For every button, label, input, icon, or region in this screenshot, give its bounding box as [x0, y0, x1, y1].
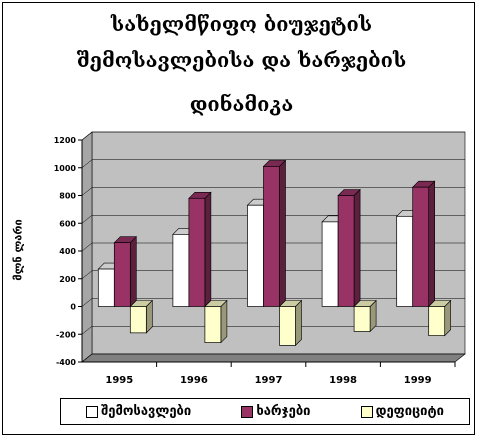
bar-expenses-1997 [263, 166, 280, 307]
legend-item-revenue: შემოსავლები [86, 404, 191, 419]
legend-label-deficit: დეფიციტი [375, 404, 444, 419]
x-tick-label-1998: 1998 [329, 375, 357, 386]
gridline-side [81, 326, 93, 335]
chart-title-line-1: სახელმწიფო ბიუჯეტის [110, 12, 373, 36]
plot-floor [81, 353, 466, 363]
bar-side-expenses-1995 [130, 235, 137, 308]
bar-revenue-1997 [247, 204, 264, 307]
x-tick-label-1995: 1995 [105, 375, 133, 386]
bar-deficit-1996 [204, 306, 222, 343]
y-tick-label: -200 [56, 330, 76, 339]
bar-revenue-1996 [172, 234, 190, 307]
gridline-side [81, 187, 93, 196]
y-tick-label: 1000 [54, 164, 77, 173]
y-tick-label: 1200 [54, 136, 77, 145]
gridline-side [81, 298, 93, 307]
bar-side-expenses-1997 [279, 159, 286, 308]
legend-label-expenses: ხარჯები [256, 404, 311, 419]
bar-deficit-1999 [428, 306, 446, 336]
bar-expenses-1995 [113, 242, 131, 307]
gridline-side [81, 159, 93, 168]
bar-side-expenses-1999 [428, 180, 436, 308]
gridline-side [81, 353, 93, 363]
bar-side-expenses-1998 [353, 188, 361, 308]
legend-swatch-revenue [86, 405, 99, 418]
legend-swatch-deficit [360, 405, 373, 418]
legend-item-expenses: ხარჯები [241, 404, 310, 419]
legend-item-deficit: დეფიციტი [360, 404, 444, 419]
bar-expenses-1999 [412, 186, 430, 307]
bar-revenue-1998 [321, 221, 339, 307]
y-tick-label: 400 [59, 247, 76, 256]
bar-revenue-1995 [97, 268, 115, 307]
gridline-side [81, 215, 93, 224]
legend-swatch-expenses [241, 405, 254, 418]
chart-title-line-2: შემოსავლებისა და ხარჯების [76, 48, 407, 72]
gridline-side [81, 131, 93, 141]
y-tick-label: -400 [56, 358, 76, 367]
bar-side-deficit-1997 [295, 299, 302, 347]
gridline-side [81, 242, 93, 252]
bar-side-expenses-1996 [204, 191, 212, 308]
bar-expenses-1996 [188, 197, 206, 307]
legend-label-revenue: შემოსავლები [101, 404, 192, 419]
y-tick-label: 0 [70, 303, 76, 312]
x-tick-label-1997: 1997 [255, 375, 283, 386]
y-tick-label: 200 [59, 275, 76, 284]
chart-title-line-3: დინამიკა [189, 92, 294, 116]
chart-legend: შემოსავლები ხარჯები დეფიციტი [60, 398, 470, 425]
bar-deficit-1995 [129, 306, 147, 334]
y-tick-label: 800 [59, 192, 76, 201]
x-tick-label-1999: 1999 [404, 375, 432, 386]
bar-deficit-1998 [353, 306, 371, 332]
y-tick-label: 600 [59, 219, 76, 228]
bar-expenses-1998 [337, 195, 355, 307]
bar-deficit-1997 [279, 306, 296, 346]
x-tick-label-1996: 1996 [180, 375, 208, 386]
bar-side-deficit-1996 [220, 299, 228, 344]
gridline-side [81, 270, 93, 279]
bar-revenue-1999 [396, 215, 414, 307]
